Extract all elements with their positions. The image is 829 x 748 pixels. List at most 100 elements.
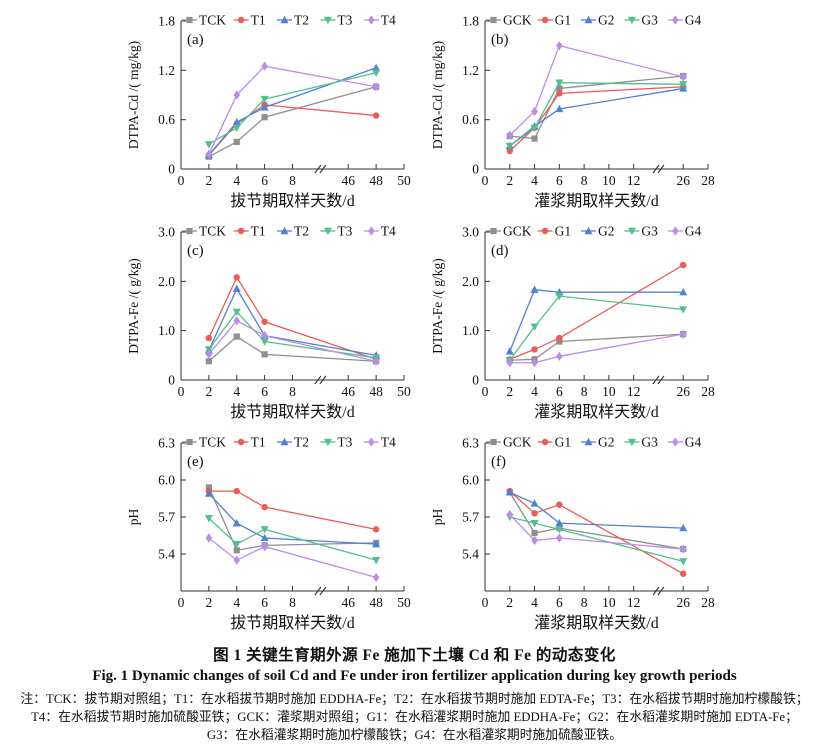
legend-label-G1: G1 bbox=[555, 224, 572, 239]
x-tick-label: 0 bbox=[178, 595, 185, 610]
series-point-G4 bbox=[506, 130, 514, 140]
y-tick-label: 0 bbox=[472, 373, 479, 388]
legend-marker-T2 bbox=[280, 226, 289, 235]
legend-marker-T1 bbox=[237, 16, 245, 24]
legend-label-T4: T4 bbox=[381, 224, 396, 239]
x-tick-label: 46 bbox=[342, 384, 356, 399]
series-point-T1 bbox=[233, 274, 240, 281]
x-tick-label: 6 bbox=[556, 595, 563, 610]
series-line-G4 bbox=[509, 514, 684, 550]
x-tick-label: 12 bbox=[627, 595, 641, 610]
x-tick-label: 12 bbox=[627, 173, 641, 188]
legend-marker-G2 bbox=[584, 226, 593, 235]
series-line-G2 bbox=[509, 289, 684, 352]
legend-marker-T3 bbox=[323, 227, 332, 236]
legend-label-T2: T2 bbox=[294, 224, 309, 239]
x-tick-label: 0 bbox=[178, 173, 185, 188]
series-point-G2 bbox=[555, 104, 564, 113]
x-tick-label: 6 bbox=[261, 173, 268, 188]
series-line-T4 bbox=[208, 319, 377, 362]
series-line-GCK bbox=[509, 333, 684, 361]
chart-panel-b: 0 0.6 1.2 1.8 0 2 4 6 8 10 12 26 28 GCK G1 G2 G3 G4 (b) DTP… bbox=[428, 6, 718, 213]
legend-label-G3: G3 bbox=[641, 13, 658, 28]
x-tick-label: 10 bbox=[602, 173, 616, 188]
series-line-T3 bbox=[208, 310, 377, 359]
x-axis-label: 灌浆期取样天数/d bbox=[534, 192, 658, 210]
legend-label-TCK: TCK bbox=[199, 224, 226, 239]
x-tick-label: 6 bbox=[556, 173, 563, 188]
series-point-TCK bbox=[261, 114, 268, 121]
x-tick-label: 6 bbox=[261, 595, 268, 610]
series-point-T1 bbox=[261, 503, 268, 511]
series-point-T2 bbox=[372, 539, 381, 548]
legend-marker-G3 bbox=[627, 227, 636, 236]
x-tick-label: 50 bbox=[397, 173, 411, 188]
legend-label-G3: G3 bbox=[641, 224, 658, 239]
legend-marker-T4 bbox=[368, 15, 375, 25]
x-axis-label: 灌浆期取样天数/d bbox=[534, 614, 658, 632]
legend-label-G4: G4 bbox=[685, 224, 702, 239]
x-tick-label: 12 bbox=[627, 384, 641, 399]
legend-marker-T4 bbox=[368, 437, 375, 447]
axis-break-mark bbox=[314, 375, 322, 385]
series-line-G3 bbox=[509, 295, 684, 361]
x-tick-label: 8 bbox=[581, 595, 588, 610]
series-point-G2 bbox=[505, 488, 514, 496]
series-point-TCK bbox=[233, 333, 240, 340]
axis-break-mark bbox=[652, 164, 660, 174]
series-line-T4 bbox=[208, 537, 377, 579]
legend-label-G2: G2 bbox=[598, 13, 615, 28]
chart-f-svg: 5.4 5.7 6.0 6.3 0 2 4 6 8 10 12 26 28 GCK G1 G2 G3 G4 (f) p… bbox=[430, 435, 715, 633]
series-point-GCK bbox=[531, 135, 538, 142]
y-tick-label: 0 bbox=[168, 162, 175, 177]
series-point-T3 bbox=[260, 526, 269, 534]
series-line-G4 bbox=[509, 333, 684, 364]
legend-label-G1: G1 bbox=[555, 435, 572, 450]
series-line-G4 bbox=[509, 44, 684, 136]
y-axis-label: DTPA-Cd /( mg/kg) bbox=[430, 41, 445, 149]
axis-break-mark bbox=[314, 164, 322, 174]
series-line-G1 bbox=[509, 264, 684, 360]
series-point-T2 bbox=[372, 63, 381, 72]
x-tick-label: 0 bbox=[482, 173, 489, 188]
series-point-G4 bbox=[556, 351, 563, 361]
series-point-G3 bbox=[555, 292, 564, 301]
x-axis-label: 拔节期取样天数/d bbox=[230, 614, 354, 632]
y-tick-label: 1.2 bbox=[462, 63, 479, 78]
figure-notes: 注：TCK：拔节期对照组；T1：在水稻拔节期时施加 EDDHA-Fe；T2：在水… bbox=[0, 690, 829, 744]
x-tick-label: 6 bbox=[556, 384, 563, 399]
legend-marker-GCK bbox=[490, 227, 497, 235]
series-point-TCK bbox=[233, 547, 240, 554]
legend-label-G3: G3 bbox=[641, 435, 658, 450]
legend-label-G4: G4 bbox=[685, 13, 702, 28]
legend-marker-G1 bbox=[541, 227, 549, 235]
legend-label-T1: T1 bbox=[251, 435, 266, 450]
series-line-TCK bbox=[208, 335, 377, 362]
series-point-TCK bbox=[233, 138, 240, 145]
legend-label-T4: T4 bbox=[381, 13, 396, 28]
series-point-G4 bbox=[506, 358, 514, 368]
y-tick-label: 5.4 bbox=[462, 547, 479, 562]
x-tick-label: 50 bbox=[397, 384, 411, 399]
x-tick-label: 26 bbox=[676, 384, 690, 399]
x-tick-label: 46 bbox=[342, 595, 356, 610]
series-point-G4 bbox=[679, 72, 687, 82]
legend-marker-T3 bbox=[323, 16, 332, 25]
y-tick-label: 0.6 bbox=[462, 112, 479, 127]
y-tick-label: 6.3 bbox=[158, 436, 175, 451]
chart-panel-c: 0 1.0 2.0 3.0 0 2 4 6 8 46 48 50 TCK T1 T2 T3 T4 (c) DTPA-… bbox=[124, 217, 414, 424]
y-tick-label: 5.7 bbox=[158, 510, 175, 525]
series-point-G1 bbox=[680, 261, 687, 269]
legend-label-T3: T3 bbox=[337, 435, 352, 450]
series-line-TCK bbox=[208, 86, 377, 158]
legend-label-T3: T3 bbox=[337, 13, 352, 28]
x-tick-label: 28 bbox=[701, 595, 715, 610]
x-tick-label: 48 bbox=[369, 384, 383, 399]
chart-panel-f: 5.4 5.7 6.0 6.3 0 2 4 6 8 10 12 26 28 GCK G1 G2 G3 G4 (f) p… bbox=[428, 428, 718, 635]
series-point-G2 bbox=[530, 499, 539, 507]
x-tick-label: 28 bbox=[701, 173, 715, 188]
panel-label: (f) bbox=[491, 454, 506, 470]
x-tick-label: 10 bbox=[602, 384, 616, 399]
series-point-G4 bbox=[556, 41, 563, 51]
